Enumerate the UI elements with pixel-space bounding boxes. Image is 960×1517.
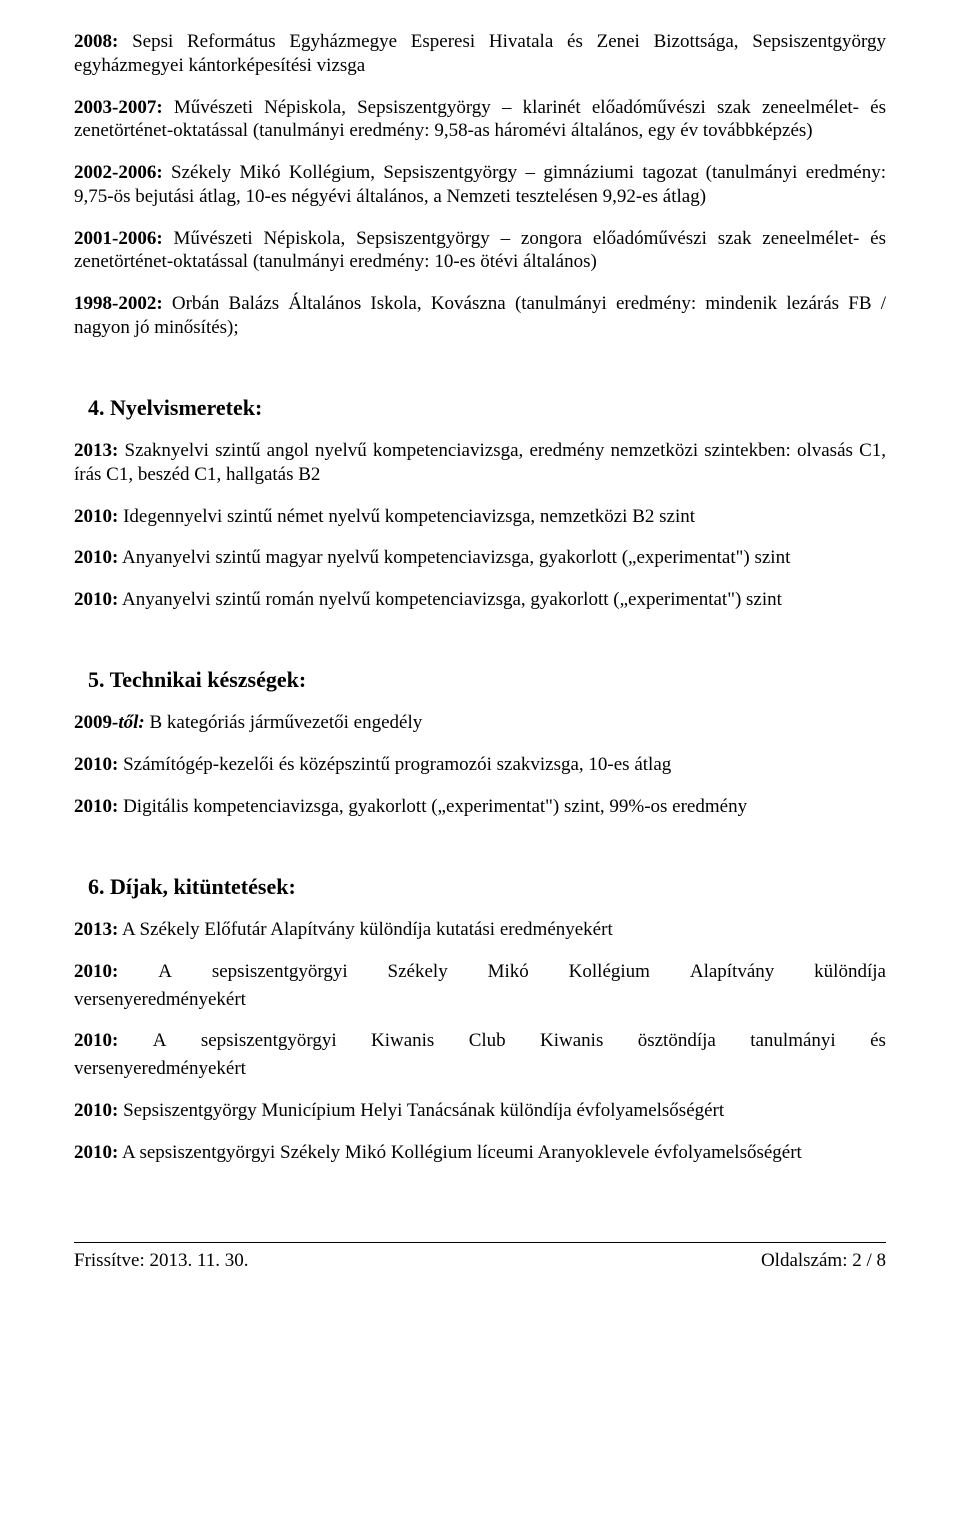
cv-entry: 2013: A Székely Előfutár Alapítvány külö… — [74, 918, 886, 942]
word: A — [158, 960, 172, 984]
cv-entry: 2003-2007: Művészeti Népiskola, Sepsisze… — [74, 96, 886, 144]
entry-text: Idegennyelvi szintű német nyelvű kompete… — [118, 506, 695, 527]
word: sepsiszentgyörgyi — [201, 1029, 337, 1053]
year-label: 1998-2002: — [74, 293, 163, 314]
section-heading-awards: 6. Díjak, kitüntetések: — [74, 873, 886, 901]
cv-entry: 2010: Anyanyelvi szintű román nyelvű kom… — [74, 588, 886, 612]
year-label: 2010: — [74, 1100, 118, 1121]
cv-entry: 2009-től: B kategóriás járművezetői enge… — [74, 711, 886, 735]
year-label: 2002-2006: — [74, 162, 163, 183]
page-footer: Frissítve: 2013. 11. 30. Oldalszám: 2 / … — [74, 1249, 886, 1273]
entry-text: Anyanyelvi szintű román nyelvű kompetenc… — [118, 589, 782, 610]
cv-entry: 2001-2006: Művészeti Népiskola, Sepsisze… — [74, 227, 886, 275]
footer-page-number: Oldalszám: 2 / 8 — [761, 1249, 886, 1273]
cv-entry-justified: 2010: A sepsiszentgyörgyi Kiwanis Club K… — [74, 1029, 886, 1053]
entry-text: Digitális kompetenciavizsga, gyakorlott … — [118, 796, 747, 817]
section-heading-languages: 4. Nyelvismeretek: — [74, 394, 886, 422]
footer-updated-date: Frissítve: 2013. 11. 30. — [74, 1249, 249, 1273]
word: különdíja — [814, 960, 886, 984]
cv-entry: 2010: Digitális kompetenciavizsga, gyako… — [74, 795, 886, 819]
year-label: 2010: — [74, 1142, 118, 1163]
entry-text: A Székely Előfutár Alapítvány különdíja … — [118, 919, 612, 940]
cv-entry: 2010: Anyanyelvi szintű magyar nyelvű ko… — [74, 546, 886, 570]
year-label: 2008: — [74, 31, 118, 52]
year-label: 2010: — [74, 960, 118, 984]
year-label: 2013: — [74, 440, 118, 461]
cv-entry: 2013: Szaknyelvi szintű angol nyelvű kom… — [74, 439, 886, 487]
cv-entry: 1998-2002: Orbán Balázs Általános Iskola… — [74, 292, 886, 340]
year-label: 2010: — [74, 589, 118, 610]
entry-text: Anyanyelvi szintű magyar nyelvű kompeten… — [118, 547, 790, 568]
word: ösztöndíja — [638, 1029, 716, 1053]
year-label: 2010: — [74, 796, 118, 817]
cv-entry: 2002-2006: Székely Mikó Kollégium, Sepsi… — [74, 161, 886, 209]
year-suffix: -től: — [112, 712, 145, 733]
entry-text: Művészeti Népiskola, Sepsiszentgyörgy – … — [74, 97, 886, 142]
year-label: 2010: — [74, 754, 118, 775]
word: sepsiszentgyörgyi — [212, 960, 348, 984]
year-label: 2010: — [74, 506, 118, 527]
year-label: 2010: — [74, 1029, 118, 1053]
cv-entry-continuation: versenyeredményekért — [74, 988, 886, 1012]
year-label: 2009 — [74, 712, 112, 733]
entry-text: Sepsi Református Egyházmegye Esperesi Hi… — [74, 31, 886, 76]
word: Kiwanis — [540, 1029, 603, 1053]
year-label: 2003-2007: — [74, 97, 163, 118]
cv-entry: 2010: A sepsiszentgyörgyi Székely Mikó K… — [74, 1141, 886, 1165]
word: A — [153, 1029, 167, 1053]
entry-text: B kategóriás járművezetői engedély — [145, 712, 423, 733]
cv-entry-continuation: versenyeredményekért — [74, 1057, 886, 1081]
entry-text: Számítógép-kezelői és középszintű progra… — [118, 754, 671, 775]
word: Kiwanis — [371, 1029, 434, 1053]
cv-entry: 2010: Számítógép-kezelői és középszintű … — [74, 753, 886, 777]
entry-text: Sepsiszentgyörgy Municípium Helyi Tanács… — [118, 1100, 724, 1121]
word: tanulmányi — [750, 1029, 835, 1053]
entry-text: Művészeti Népiskola, Sepsiszentgyörgy – … — [74, 228, 886, 273]
word: Kollégium — [569, 960, 650, 984]
year-label: 2010: — [74, 547, 118, 568]
cv-entry-justified: 2010: A sepsiszentgyörgyi Székely Mikó K… — [74, 960, 886, 984]
entry-text: Orbán Balázs Általános Iskola, Kovászna … — [74, 293, 886, 338]
year-label: 2001-2006: — [74, 228, 163, 249]
word: Székely — [388, 960, 448, 984]
entry-text: A sepsiszentgyörgyi Székely Mikó Kollégi… — [118, 1142, 802, 1163]
section-heading-technical: 5. Technikai készségek: — [74, 666, 886, 694]
entry-text: Székely Mikó Kollégium, Sepsiszentgyörgy… — [74, 162, 886, 207]
footer-divider — [74, 1242, 886, 1243]
cv-entry: 2010: Sepsiszentgyörgy Municípium Helyi … — [74, 1099, 886, 1123]
cv-entry: 2010: Idegennyelvi szintű német nyelvű k… — [74, 505, 886, 529]
word: Alapítvány — [690, 960, 774, 984]
word: Mikó — [488, 960, 529, 984]
word: Club — [469, 1029, 506, 1053]
word: és — [870, 1029, 886, 1053]
entry-text: Szaknyelvi szintű angol nyelvű kompetenc… — [74, 440, 886, 485]
cv-entry: 2008: Sepsi Református Egyházmegye Esper… — [74, 30, 886, 78]
year-label: 2013: — [74, 919, 118, 940]
